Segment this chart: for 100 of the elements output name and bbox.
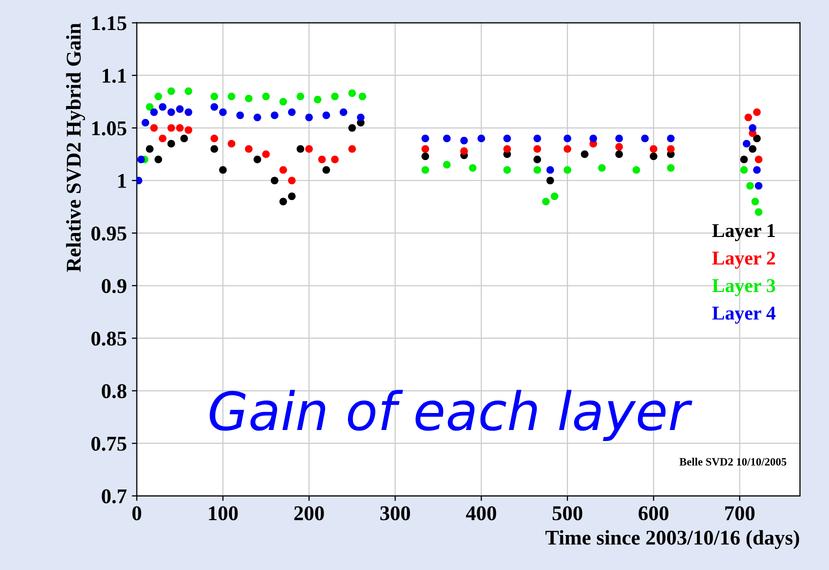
point — [742, 140, 750, 148]
point — [305, 145, 313, 153]
point — [322, 112, 330, 120]
point — [748, 145, 756, 153]
point — [210, 103, 218, 111]
x-tick-label: 700 — [725, 506, 755, 520]
point — [564, 134, 572, 142]
point — [270, 112, 278, 120]
point — [650, 145, 658, 153]
point — [740, 166, 748, 174]
point — [167, 87, 176, 95]
point — [564, 166, 572, 174]
point — [142, 118, 150, 126]
point — [546, 176, 554, 184]
point — [296, 145, 304, 153]
y-tick-label: 0.95 — [91, 226, 126, 241]
x-tick-label: 200 — [294, 506, 324, 520]
point — [331, 156, 339, 164]
point — [167, 140, 176, 148]
text: Layer 4 — [712, 306, 776, 324]
point — [422, 166, 430, 174]
point — [219, 108, 227, 116]
point — [751, 198, 759, 206]
point — [184, 126, 192, 134]
text: Layer 1 — [712, 224, 775, 242]
point — [666, 145, 675, 153]
point — [422, 134, 430, 142]
point — [288, 176, 296, 184]
point — [546, 166, 554, 174]
point — [503, 166, 511, 174]
point — [167, 108, 176, 116]
point — [146, 103, 154, 111]
point — [244, 94, 253, 102]
x-tick-label: 600 — [638, 506, 668, 520]
point — [358, 92, 366, 100]
point — [318, 156, 326, 164]
point — [176, 124, 184, 132]
point — [754, 208, 762, 216]
point — [279, 98, 288, 106]
point — [598, 164, 606, 172]
y-tick-label: 0.75 — [91, 436, 126, 451]
point — [503, 134, 511, 142]
point — [422, 145, 430, 153]
point — [468, 164, 476, 172]
point — [150, 124, 158, 132]
point — [666, 134, 675, 142]
point — [356, 114, 365, 122]
point — [288, 108, 296, 116]
point — [754, 156, 762, 164]
point — [748, 124, 756, 132]
y-tick-label: 0.9 — [102, 279, 126, 294]
point — [262, 150, 270, 158]
point — [753, 134, 761, 142]
point — [340, 108, 348, 116]
point — [184, 108, 192, 116]
point — [478, 134, 486, 142]
point — [270, 176, 278, 184]
text: Layer 2 — [712, 252, 776, 269]
point — [262, 92, 270, 100]
annotation: Gain of each layer — [210, 390, 692, 442]
point — [296, 92, 304, 100]
point — [650, 152, 658, 160]
point — [740, 156, 748, 164]
y-tick-label: 0.8 — [102, 384, 126, 398]
y-tick-label: 0.85 — [91, 332, 126, 346]
point — [443, 134, 451, 142]
point — [210, 145, 218, 153]
point — [615, 150, 623, 158]
point — [150, 108, 158, 116]
point — [550, 192, 558, 200]
point — [503, 145, 511, 153]
point — [146, 145, 154, 153]
point — [615, 143, 623, 151]
point — [228, 92, 236, 100]
point — [331, 92, 339, 100]
point — [564, 145, 572, 153]
point — [184, 87, 192, 95]
point — [322, 166, 330, 174]
point — [254, 156, 262, 164]
point — [219, 166, 227, 174]
text: Layer 3 — [712, 279, 776, 296]
point — [533, 145, 542, 153]
point — [210, 92, 218, 100]
x-axis-title: Time since 2003/10/16 (days) — [545, 530, 800, 550]
point — [443, 160, 451, 169]
y-axis-title: Relative SVD2 Hybrid Gain — [66, 23, 86, 272]
point — [305, 114, 313, 122]
point — [210, 134, 218, 142]
point — [744, 114, 752, 122]
point — [533, 134, 542, 142]
point — [279, 198, 288, 206]
point — [589, 134, 598, 142]
point — [533, 166, 542, 174]
point — [422, 152, 430, 160]
point — [176, 105, 184, 113]
point — [254, 114, 262, 122]
point — [632, 166, 640, 174]
point — [244, 145, 253, 153]
point — [279, 166, 288, 174]
point — [137, 156, 145, 164]
